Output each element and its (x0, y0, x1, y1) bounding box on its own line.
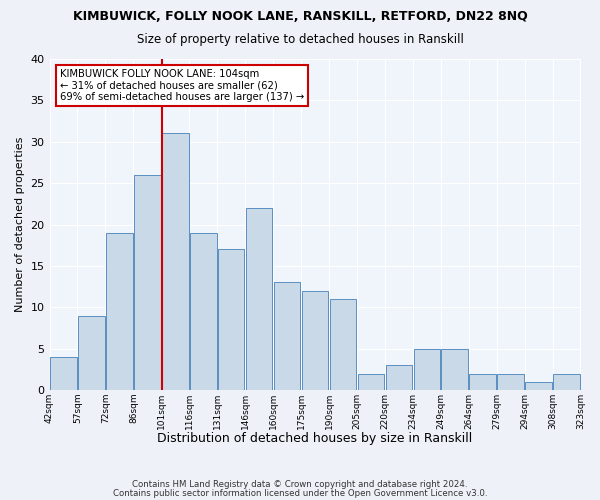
Bar (526, 382, 552, 390)
X-axis label: Distribution of detached houses by size in Ranskill: Distribution of detached houses by size … (157, 432, 473, 445)
Bar (497, 374, 524, 390)
Text: Contains HM Land Registry data © Crown copyright and database right 2024.: Contains HM Land Registry data © Crown c… (132, 480, 468, 489)
Bar (386, 365, 412, 390)
Bar (469, 374, 496, 390)
Bar (246, 208, 272, 390)
Bar (134, 175, 161, 390)
Bar (78, 316, 105, 390)
Bar (553, 374, 580, 390)
Text: KIMBUWICK, FOLLY NOOK LANE, RANSKILL, RETFORD, DN22 8NQ: KIMBUWICK, FOLLY NOOK LANE, RANSKILL, RE… (73, 10, 527, 23)
Bar (442, 348, 468, 390)
Text: Size of property relative to detached houses in Ranskill: Size of property relative to detached ho… (137, 32, 463, 46)
Bar (358, 374, 384, 390)
Bar (302, 290, 328, 390)
Text: KIMBUWICK FOLLY NOOK LANE: 104sqm
← 31% of detached houses are smaller (62)
69% : KIMBUWICK FOLLY NOOK LANE: 104sqm ← 31% … (60, 69, 304, 102)
Bar (106, 233, 133, 390)
Bar (329, 299, 356, 390)
Bar (413, 348, 440, 390)
Bar (274, 282, 301, 390)
Y-axis label: Number of detached properties: Number of detached properties (15, 137, 25, 312)
Bar (162, 134, 188, 390)
Text: Contains public sector information licensed under the Open Government Licence v3: Contains public sector information licen… (113, 488, 487, 498)
Bar (190, 233, 217, 390)
Bar (218, 250, 244, 390)
Bar (50, 357, 77, 390)
